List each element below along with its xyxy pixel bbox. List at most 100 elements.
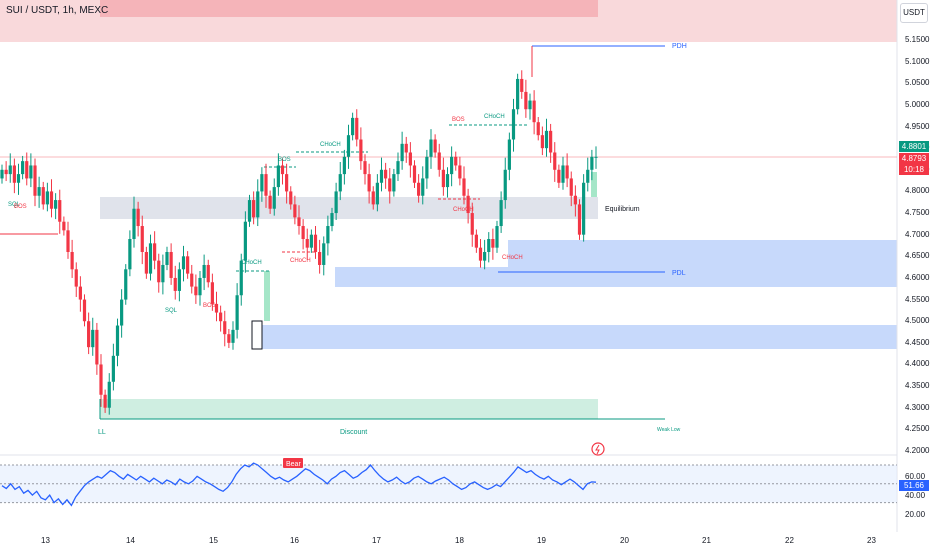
candle-body: [165, 251, 169, 265]
candle-body: [45, 191, 49, 205]
candle-body: [396, 161, 400, 175]
bos-label-3: BOS: [278, 157, 291, 163]
time-tick: 19: [537, 536, 546, 545]
price-tick: 4.6500: [905, 251, 930, 261]
candle-body: [338, 174, 342, 192]
candle-body: [276, 165, 280, 188]
candle-body: [95, 329, 99, 365]
candle-body: [553, 152, 557, 170]
candle-body: [417, 182, 421, 196]
rsi-tick: 60.00: [905, 472, 926, 481]
candle-body: [437, 152, 441, 170]
price-tick: 4.3500: [905, 381, 930, 391]
time-tick: 15: [209, 536, 218, 545]
candle-body: [289, 191, 293, 205]
candle-body: [58, 200, 62, 222]
candle-body: [70, 251, 74, 270]
price-tick: 5.1000: [905, 56, 930, 66]
currency-button[interactable]: USDT: [900, 3, 928, 23]
candle-body: [128, 239, 132, 270]
candle-body: [202, 264, 206, 278]
candle-body: [565, 165, 569, 179]
candle-body: [194, 286, 198, 296]
candle-body: [421, 178, 425, 196]
candle-body: [74, 269, 78, 287]
candle-body: [214, 303, 219, 313]
candle-body: [483, 251, 487, 261]
price-tick: 5.1500: [905, 35, 930, 44]
candle-body: [379, 169, 384, 183]
candle-body: [78, 286, 82, 300]
candle-body: [301, 226, 305, 240]
time-tick: 20: [620, 536, 629, 545]
candle-body: [569, 178, 573, 196]
candle-body: [136, 208, 140, 227]
candle-body: [25, 161, 29, 179]
demand-zone-middle: [335, 267, 897, 287]
price-tick: 4.4000: [905, 359, 930, 369]
candle-body: [322, 243, 326, 265]
candle-body: [346, 135, 351, 157]
candle-body: [388, 178, 392, 192]
time-tick: 21: [702, 536, 711, 545]
candle-body: [441, 169, 445, 188]
candle-body: [540, 135, 544, 149]
candle-body: [400, 143, 404, 162]
candle-body: [4, 169, 8, 175]
candle-body: [54, 200, 58, 209]
candle-body: [124, 269, 128, 300]
demand-zone-lower: [262, 325, 897, 349]
time-tick: 14: [126, 536, 135, 545]
discount-label: Discount: [340, 429, 367, 436]
bos-label-1: BOS: [14, 204, 27, 210]
alert-bolt-icon: [595, 444, 600, 455]
candle-body: [330, 213, 334, 227]
price-tick: 4.4500: [905, 337, 930, 347]
order-block-box: [251, 320, 263, 350]
candle-body: [235, 295, 239, 330]
time-tick: 16: [290, 536, 299, 545]
time-tick: 22: [785, 536, 794, 545]
candle-body: [272, 187, 276, 209]
candle-body: [16, 174, 21, 183]
candle-body: [305, 239, 309, 248]
candle-body: [82, 299, 87, 322]
ll-label: LL: [98, 429, 106, 436]
candle-body: [161, 264, 165, 283]
candle-body: [0, 169, 4, 179]
candle-body: [445, 174, 450, 188]
candle-body: [384, 169, 388, 179]
candle-body: [367, 174, 371, 192]
candle-body: [91, 329, 95, 348]
candle-body: [190, 273, 194, 287]
candle-body: [363, 161, 367, 175]
candle-body: [268, 195, 272, 209]
pdl-label: PDL: [672, 270, 686, 277]
candle-body: [532, 100, 536, 123]
rsi-line: [1, 462, 597, 507]
candle-body: [355, 117, 359, 140]
candle-body: [297, 217, 301, 227]
candle-body: [206, 264, 210, 283]
candle-body: [219, 312, 223, 322]
bear-tag: [283, 458, 303, 468]
candle-body: [334, 191, 338, 214]
candle-body: [29, 165, 33, 179]
candle-body: [227, 334, 231, 343]
alert-icon: [591, 442, 605, 456]
candle-body: [429, 139, 433, 157]
equilibrium-label: Equilibrium: [605, 206, 640, 213]
price-tick: 5.0000: [905, 99, 930, 109]
candle-body: [392, 174, 396, 192]
candle-body: [252, 200, 256, 218]
candle-body: [169, 251, 173, 278]
ob-zone: [264, 271, 270, 321]
symbol-title[interactable]: SUI / USDT, 1h, MEXC: [6, 5, 109, 16]
candle-body: [157, 260, 161, 283]
candle-body: [412, 165, 417, 183]
choch-label-4: CHoCH: [290, 258, 311, 264]
premium-zone-inner: [100, 0, 598, 17]
bos-label-2: BOS: [203, 303, 216, 309]
